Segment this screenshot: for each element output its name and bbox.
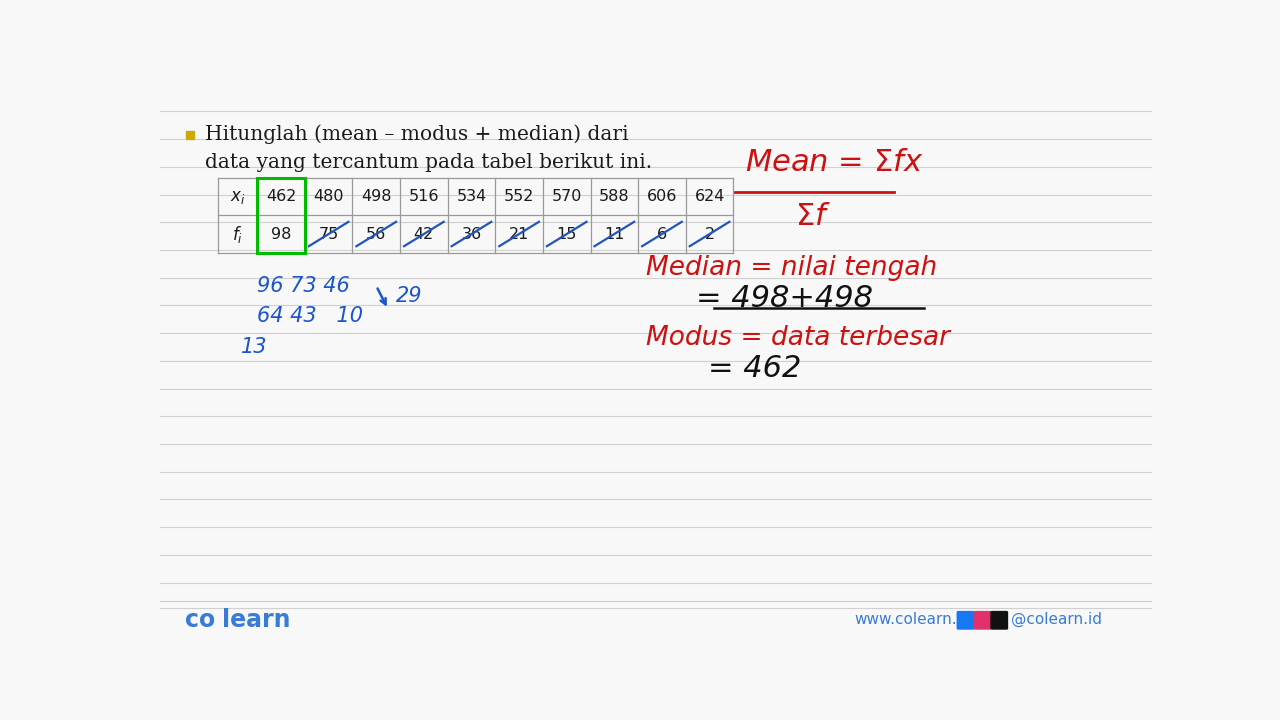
Text: 516: 516: [408, 189, 439, 204]
Text: 64 43   10: 64 43 10: [257, 307, 364, 326]
Bar: [257, 178, 305, 253]
Text: 56: 56: [366, 227, 387, 241]
Text: 96 73 46: 96 73 46: [257, 276, 349, 296]
Text: = 462: = 462: [708, 354, 801, 382]
Text: 2: 2: [704, 227, 714, 241]
Text: www.colearn.id: www.colearn.id: [855, 612, 972, 627]
Text: data yang tercantum pada tabel berikut ini.: data yang tercantum pada tabel berikut i…: [205, 153, 652, 172]
Text: 75: 75: [319, 227, 339, 241]
Text: Hitunglah (mean – modus + median) dari: Hitunglah (mean – modus + median) dari: [205, 125, 628, 145]
Text: @colearn.id: @colearn.id: [1011, 612, 1102, 627]
Text: 29: 29: [396, 286, 422, 306]
Text: 480: 480: [314, 189, 344, 204]
Text: 6: 6: [657, 227, 667, 241]
Text: 98: 98: [271, 227, 292, 241]
Text: 11: 11: [604, 227, 625, 241]
Text: 498: 498: [361, 189, 392, 204]
Text: Modus = data terbesar: Modus = data terbesar: [646, 325, 950, 351]
Text: 42: 42: [413, 227, 434, 241]
Text: $x_i$: $x_i$: [229, 188, 244, 206]
Text: 570: 570: [552, 189, 582, 204]
Text: 552: 552: [504, 189, 534, 204]
Text: $f_i$: $f_i$: [232, 223, 243, 245]
Text: 606: 606: [646, 189, 677, 204]
Text: 534: 534: [457, 189, 486, 204]
Text: Median = nilai tengah: Median = nilai tengah: [646, 256, 937, 282]
Text: 15: 15: [557, 227, 577, 241]
FancyBboxPatch shape: [991, 611, 1009, 630]
Text: 21: 21: [509, 227, 530, 241]
Text: $\Sigma$f: $\Sigma$f: [795, 202, 831, 231]
Text: 624: 624: [694, 189, 724, 204]
Text: = 498+498: = 498+498: [696, 284, 873, 312]
Text: 462: 462: [266, 189, 296, 204]
FancyBboxPatch shape: [956, 611, 974, 630]
Text: Mean = $\Sigma$fx: Mean = $\Sigma$fx: [745, 148, 924, 177]
Text: 13: 13: [242, 337, 268, 357]
Text: 588: 588: [599, 189, 630, 204]
Text: 36: 36: [461, 227, 481, 241]
Text: learn: learn: [221, 608, 291, 631]
Text: co: co: [184, 608, 215, 631]
FancyBboxPatch shape: [973, 611, 991, 630]
